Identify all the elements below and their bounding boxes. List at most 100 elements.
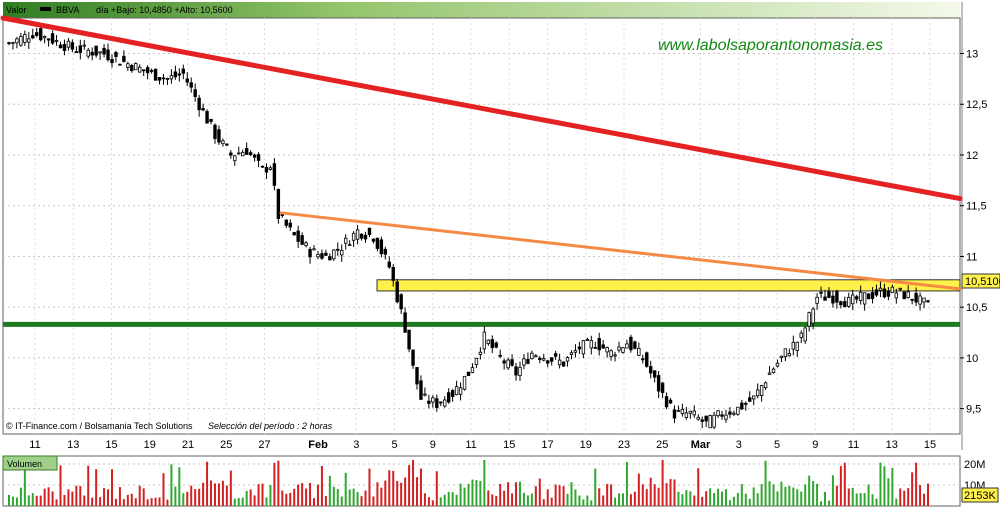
candle-body — [197, 97, 201, 111]
candle — [134, 62, 138, 71]
candle — [454, 380, 459, 396]
volume-bar — [621, 493, 624, 506]
candle — [411, 349, 415, 369]
x-tick-label: 11 — [465, 439, 476, 451]
candle-body — [213, 124, 217, 139]
volume-bar — [673, 479, 676, 506]
candle-body — [549, 357, 554, 362]
candle-body — [134, 63, 138, 71]
volume-bar — [190, 485, 193, 506]
volume-bar — [261, 483, 264, 506]
volume-bar — [95, 469, 98, 506]
volume-bar — [463, 487, 466, 506]
volume-bar — [416, 477, 419, 506]
candle — [458, 382, 463, 401]
volume-bar — [661, 460, 664, 506]
candle — [153, 68, 158, 81]
candle — [193, 83, 197, 102]
volume-bar — [522, 492, 525, 506]
volume-bar — [633, 491, 636, 506]
volume-bar — [110, 469, 113, 506]
volume-bar — [328, 475, 331, 506]
volume-bar — [614, 497, 617, 506]
y-tick-label: 13 — [966, 49, 978, 61]
volume-bar — [213, 483, 216, 506]
volume-bar — [178, 467, 181, 506]
candle — [910, 298, 914, 305]
candle-body — [767, 372, 772, 375]
candle-body — [752, 395, 756, 400]
candle — [312, 244, 316, 251]
volume-bar — [780, 481, 783, 506]
x-tick-label: 21 — [182, 439, 194, 451]
volume-bar — [332, 486, 335, 506]
volume-bar — [118, 487, 121, 506]
volume-bar — [8, 494, 10, 506]
candle — [755, 383, 760, 399]
candle-body — [209, 118, 213, 122]
volume-bar — [408, 465, 411, 506]
candle — [767, 366, 772, 375]
candle — [201, 103, 205, 112]
volume-bar — [79, 486, 82, 506]
candle — [914, 287, 918, 307]
candle-body — [383, 248, 388, 255]
candle-body — [470, 367, 475, 373]
candle — [217, 125, 221, 145]
candle — [478, 347, 483, 360]
volume-bar — [301, 483, 304, 506]
candle — [114, 50, 118, 63]
candle — [759, 384, 764, 402]
candle-body — [435, 398, 439, 408]
volume-bar — [427, 497, 430, 506]
candle-body — [514, 366, 518, 376]
candle — [609, 349, 613, 361]
candle-body — [149, 70, 154, 72]
volume-bar — [665, 483, 668, 506]
candle-body — [241, 151, 245, 157]
candle-body — [201, 108, 205, 111]
candle-body — [862, 292, 867, 305]
candle — [260, 165, 265, 169]
volume-bar — [919, 485, 922, 506]
candle-body — [656, 375, 661, 392]
y-tick-label: 12,5 — [966, 99, 987, 111]
candle — [419, 375, 423, 400]
candle-body — [355, 229, 360, 240]
candle — [649, 360, 653, 379]
candle — [229, 150, 233, 159]
volume-bar — [697, 468, 700, 506]
main_trend-line — [0, 15, 963, 202]
volume-bar — [122, 499, 125, 506]
candle-body — [791, 341, 796, 350]
candle — [526, 352, 530, 365]
y-tick-label: 10 — [966, 353, 978, 365]
volume-bar — [162, 473, 165, 506]
candle — [700, 416, 704, 429]
volume-bar — [225, 485, 228, 506]
candle-body — [86, 49, 90, 57]
candle — [470, 363, 475, 374]
candle — [355, 225, 360, 245]
volume-bar — [586, 495, 589, 506]
candle-body — [843, 301, 847, 308]
candle — [90, 47, 94, 61]
candle-body — [367, 227, 372, 235]
x-tick-label: 25 — [656, 439, 668, 451]
x-tick-label: 27 — [258, 439, 270, 451]
candle — [288, 219, 292, 231]
volume-bar — [277, 460, 280, 506]
candle-body — [272, 163, 277, 186]
candle-body — [629, 336, 633, 351]
candle-body — [138, 66, 142, 73]
candle — [581, 339, 586, 359]
candle — [126, 61, 130, 71]
candle — [62, 39, 67, 56]
candle — [660, 381, 665, 398]
candle-body — [38, 28, 43, 41]
candle — [712, 411, 716, 430]
volume-bar — [27, 495, 30, 506]
candle-body — [46, 38, 51, 41]
candle-body — [153, 68, 158, 81]
candle-body — [807, 312, 811, 327]
